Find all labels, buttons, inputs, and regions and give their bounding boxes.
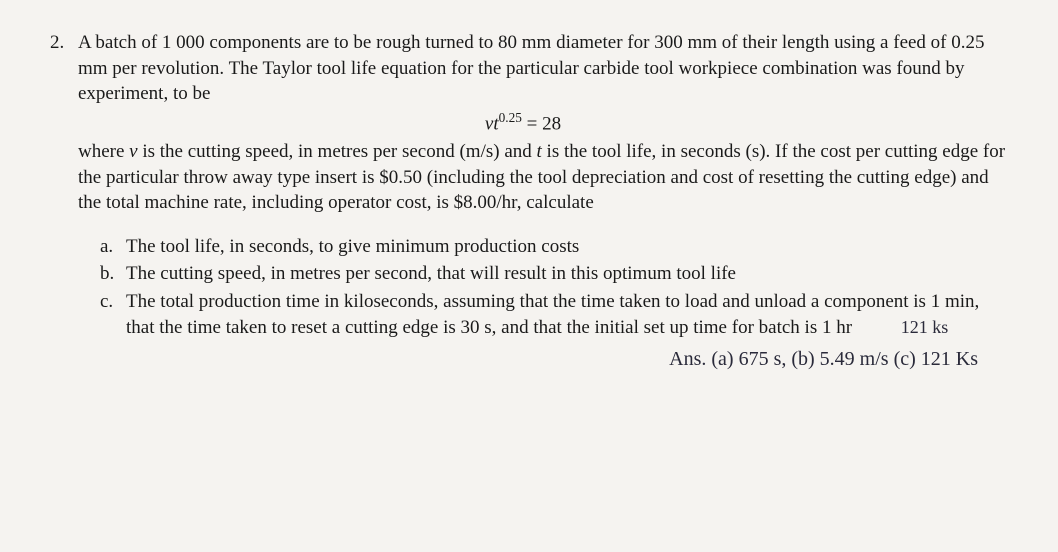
p2-seg-b: is the cutting speed, in metres per seco…	[138, 141, 537, 162]
problem-number: 2.	[50, 30, 78, 373]
sub-text: The cutting speed, in metres per second,…	[126, 261, 1008, 287]
paragraph-1: A batch of 1 000 components are to be ro…	[78, 30, 1008, 107]
subpart-b: b. The cutting speed, in metres per seco…	[100, 261, 1008, 287]
sub-letter: a.	[100, 234, 126, 260]
sub-text: The tool life, in seconds, to give minim…	[126, 234, 1008, 260]
problem-block: 2. A batch of 1 000 components are to be…	[50, 30, 1008, 373]
subpart-c: c. The total production time in kiloseco…	[100, 289, 1008, 340]
sub-letter: b.	[100, 261, 126, 287]
eq-rhs: = 28	[522, 113, 561, 134]
handwritten-margin-note: 121 ks	[901, 315, 949, 339]
problem-body: A batch of 1 000 components are to be ro…	[78, 30, 1008, 373]
handwritten-answers: Ans. (a) 675 s, (b) 5.49 m/s (c) 121 Ks	[78, 346, 1008, 373]
subparts: a. The tool life, in seconds, to give mi…	[78, 234, 1008, 341]
var-v: v	[129, 141, 137, 162]
sub-c-text: The total production time in kiloseconds…	[126, 291, 979, 338]
eq-lhs-var: vt	[485, 113, 499, 134]
p2-seg-a: where	[78, 141, 129, 162]
subpart-a: a. The tool life, in seconds, to give mi…	[100, 234, 1008, 260]
eq-exponent: 0.25	[499, 110, 522, 125]
paragraph-2: where v is the cutting speed, in metres …	[78, 139, 1008, 216]
equation: vt0.25 = 28	[38, 109, 1008, 137]
sub-letter: c.	[100, 289, 126, 340]
sub-text: The total production time in kiloseconds…	[126, 289, 1008, 340]
